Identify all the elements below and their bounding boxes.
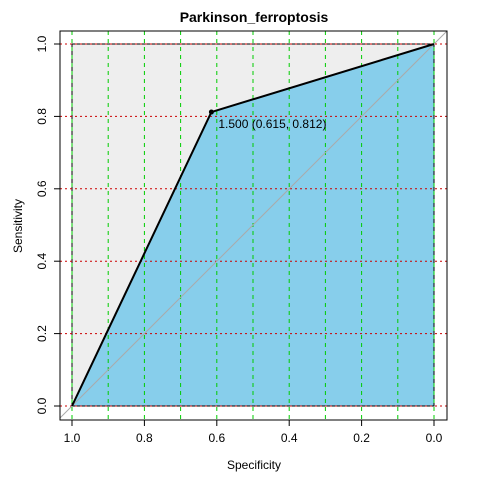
x-tick-label-5: 0.0 <box>426 431 443 445</box>
x-tick-label-1: 0.8 <box>136 431 153 445</box>
y-tick-label-1: 0.2 <box>35 325 49 342</box>
y-tick-label-0: 0.0 <box>35 397 49 414</box>
x-tick-label-3: 0.4 <box>281 431 298 445</box>
x-axis-label: Specificity <box>227 458 281 472</box>
x-tick-label-0: 1.0 <box>64 431 81 445</box>
x-tick-label-4: 0.2 <box>353 431 370 445</box>
y-axis-label: Sensitivity <box>11 199 25 253</box>
x-tick-label-2: 0.6 <box>208 431 225 445</box>
y-tick-label-2: 0.4 <box>35 253 49 270</box>
chart-title: Parkinson_ferroptosis <box>180 9 329 25</box>
plot-frame <box>59 30 448 421</box>
threshold-point <box>208 109 214 115</box>
y-tick-label-4: 0.8 <box>35 108 49 125</box>
chance-diagonal <box>59 30 448 419</box>
y-tick-label-3: 0.6 <box>35 180 49 197</box>
y-tick-label-5: 1.0 <box>35 35 49 52</box>
plot-area: 1.500 (0.615, 0.812) 1.0 0.8 0.6 0.4 0.2 0.0 0.… <box>35 30 448 445</box>
threshold-label: 1.500 (0.615, 0.812) <box>218 117 326 131</box>
